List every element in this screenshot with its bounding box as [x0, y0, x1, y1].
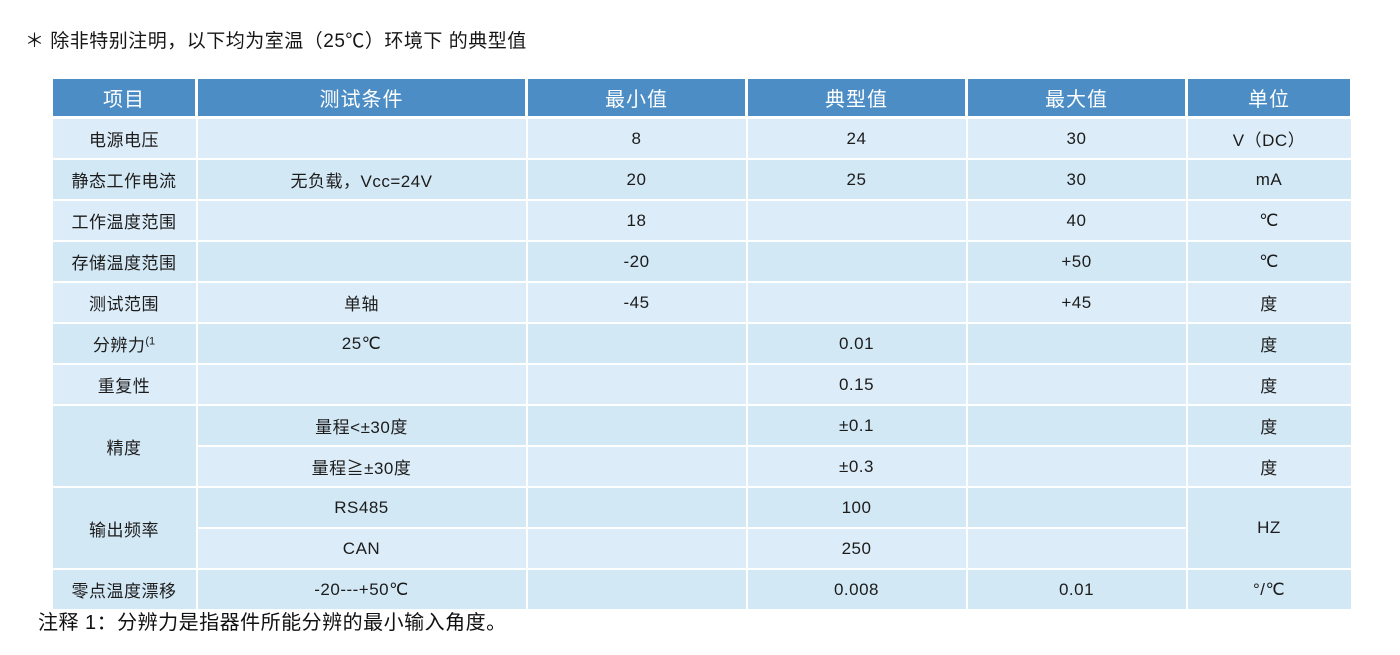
table-cell: HZ — [1185, 486, 1353, 570]
table-cell: -20 — [525, 240, 748, 283]
table-row: 测试范围 单轴 -45 +45 度 — [50, 281, 1353, 324]
table-cell: 输出频率 — [50, 486, 198, 570]
table-cell: 30 — [965, 158, 1188, 201]
table-cell: 度 — [1185, 445, 1353, 488]
table-cell: 25℃ — [195, 322, 528, 365]
column-header: 测试条件 — [195, 76, 528, 119]
table-cell: 0.15 — [745, 363, 968, 406]
table-cell — [525, 527, 748, 570]
header-row: 项目 测试条件 最小值 典型值 最大值 单位 — [50, 76, 1353, 119]
table-row: 输出频率 RS485 100 HZ — [50, 486, 1353, 570]
table-cell: 重复性 — [50, 363, 198, 406]
table-cell: 8 — [525, 116, 748, 160]
table-row: 量程≧±30度 ±0.3 度 — [52, 445, 1353, 488]
table-cell: ±0.3 — [745, 445, 968, 488]
table-cell: 250 — [745, 527, 968, 570]
table-cell: 精度 — [50, 404, 198, 488]
table-cell: 存储温度范围 — [50, 240, 198, 283]
table-cell: 量程<±30度 — [195, 404, 528, 447]
table-cell — [965, 445, 1188, 488]
footnote: 注释 1：分辨力是指器件所能分辨的最小输入角度。 — [38, 612, 507, 634]
table-cell — [195, 199, 528, 242]
table-cell: 工作温度范围 — [50, 199, 198, 242]
table-row: 零点温度漂移 -20---+50℃ 0.008 0.01 °/℃ — [50, 568, 1353, 611]
table-cell: CAN — [195, 527, 528, 570]
table-cell: -45 — [525, 281, 748, 324]
table-cell: 静态工作电流 — [50, 158, 198, 201]
table-cell: 量程≧±30度 — [195, 445, 528, 488]
table-row: 工作温度范围 18 40 ℃ — [50, 199, 1353, 242]
table-cell — [195, 116, 528, 160]
column-header: 最小值 — [525, 76, 748, 119]
table-cell: 度 — [1185, 281, 1353, 324]
table-cell — [195, 363, 528, 406]
table-cell: 40 — [965, 199, 1188, 242]
table-cell: 单轴 — [195, 281, 528, 324]
table-cell: -20---+50℃ — [195, 568, 528, 611]
table-cell: 度 — [1185, 404, 1353, 447]
table-cell: 0.01 — [745, 322, 968, 365]
column-header: 项目 — [50, 76, 198, 119]
table-cell: 24 — [745, 116, 968, 160]
table-cell: ℃ — [1185, 240, 1353, 283]
table-row: 静态工作电流 无负载，Vcc=24V 20 25 30 mA — [50, 158, 1353, 201]
table-cell: 18 — [525, 199, 748, 242]
table-cell: ℃ — [1185, 199, 1353, 242]
table-cell: °/℃ — [1185, 568, 1353, 611]
table-row: 重复性 0.15 度 — [50, 363, 1353, 406]
table-row: 存储温度范围 -20 +50 ℃ — [50, 240, 1353, 283]
table-cell: 分辨力(1 — [50, 322, 198, 365]
table-cell — [965, 486, 1188, 529]
table-cell — [965, 322, 1188, 365]
table-cell: 30 — [965, 116, 1188, 160]
column-header: 典型值 — [745, 76, 968, 119]
table-cell — [525, 568, 748, 611]
table-row: 精度 量程<±30度 ±0.1 度 — [50, 404, 1353, 488]
table-cell: mA — [1185, 158, 1353, 201]
column-header: 单位 — [1185, 76, 1353, 119]
table-cell — [525, 404, 748, 447]
table-cell — [745, 199, 968, 242]
table-cell: 100 — [745, 486, 968, 529]
top-note: ＊ 除非特别注明，以下均为室温（25℃）环境下 的典型值 — [25, 31, 527, 52]
table-cell: +50 — [965, 240, 1188, 283]
table-cell: +45 — [965, 281, 1188, 324]
table-cell — [965, 363, 1188, 406]
table-row: 分辨力(1 25℃ 0.01 度 — [50, 322, 1353, 365]
table-cell — [525, 486, 748, 529]
table-cell: 零点温度漂移 — [50, 568, 198, 611]
table-cell — [745, 240, 968, 283]
table-cell — [525, 445, 748, 488]
table-row: CAN 250 — [52, 527, 1352, 570]
table-cell: 度 — [1185, 322, 1353, 365]
table-head: 项目 测试条件 最小值 典型值 最大值 单位 — [50, 76, 1353, 119]
table-cell — [525, 322, 748, 365]
table-cell — [525, 363, 748, 406]
table-cell — [965, 404, 1188, 447]
table-cell: 25 — [745, 158, 968, 201]
table-body: 电源电压 8 24 30 V（DC） 静态工作电流 无负载，Vcc=24V 20 25 30 mA 工… — [50, 116, 1353, 611]
table-cell: 20 — [525, 158, 748, 201]
table-cell — [745, 281, 968, 324]
table-cell: 电源电压 — [50, 116, 198, 160]
table-cell: ±0.1 — [745, 404, 968, 447]
spec-table: 项目 测试条件 最小值 典型值 最大值 单位 电源电压 8 24 30 V（DC） 静态工作电流 无负… — [50, 76, 1353, 611]
table-cell: 0.008 — [745, 568, 968, 611]
table-cell: 度 — [1185, 363, 1353, 406]
table-cell: 无负载，Vcc=24V — [195, 158, 528, 201]
table-cell: V（DC） — [1185, 116, 1353, 160]
table-cell: 0.01 — [965, 568, 1188, 611]
table-cell — [965, 527, 1188, 570]
table-row: 电源电压 8 24 30 V（DC） — [50, 116, 1353, 160]
table-cell: RS485 — [195, 486, 528, 529]
column-header: 最大值 — [965, 76, 1188, 119]
table-cell — [195, 240, 528, 283]
table-cell: 测试范围 — [50, 281, 198, 324]
